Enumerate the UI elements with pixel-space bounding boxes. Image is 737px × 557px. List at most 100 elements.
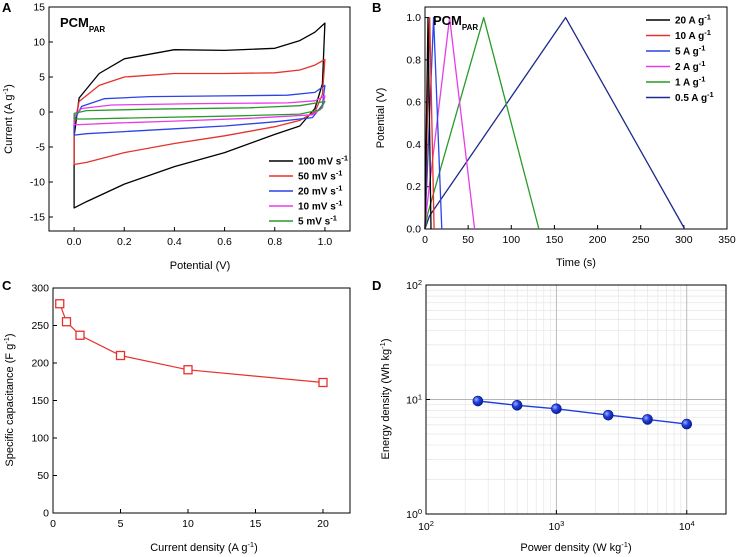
cv-curve	[73, 58, 326, 166]
energy-power-line	[477, 400, 687, 425]
data-point-marker	[472, 395, 484, 407]
y-tick-label: 0.4	[406, 139, 421, 151]
data-point-marker	[602, 409, 614, 421]
y-tick-label: 0.8	[406, 54, 421, 66]
axis-ticks-d: 102 103 104 100 101 102	[406, 278, 695, 534]
y-axis-label-a: Current (A g-1)	[1, 84, 16, 154]
data-point-marker	[511, 399, 523, 411]
data-point-marker	[55, 299, 65, 309]
data-point-marker	[318, 377, 328, 388]
gcd-curve	[424, 16, 540, 230]
chart-title-b: PCMPAR	[433, 13, 478, 32]
x-tick-label: 50	[462, 234, 474, 246]
x-tick-label: 10	[182, 518, 194, 530]
series-group-c	[55, 299, 328, 388]
y-tick-label: 50	[37, 470, 49, 482]
series-group-a	[73, 22, 326, 209]
cv-curve	[73, 22, 326, 209]
gcd-curve	[424, 16, 432, 230]
plot-frame-c	[52, 287, 351, 514]
legend-entry: 100 mV s-1	[298, 153, 348, 168]
panel-d-ragone-chart: 102 103 104 100 101 102 Power density (W kg-1…	[378, 278, 727, 555]
y-tick-label: -10	[30, 177, 45, 189]
cv-curve	[73, 95, 326, 126]
x-tick-label: 0.2	[117, 236, 132, 248]
y-tick-label: 250	[31, 320, 49, 332]
y-tick-label: 0	[39, 107, 45, 119]
panel-label-c: C	[2, 278, 12, 293]
plot-frame-b	[424, 6, 728, 230]
series-group-d	[472, 395, 693, 430]
x-tick-label: 104	[679, 519, 695, 534]
legend-entry: 20 mV s-1	[298, 183, 342, 198]
y-tick-label: 10	[33, 37, 45, 49]
x-tick-label: 5	[118, 518, 124, 530]
legend-entry: 0.5 A g-1	[675, 90, 714, 105]
y-tick-label: 101	[406, 392, 422, 407]
x-tick-label: 102	[418, 519, 434, 534]
y-axis-label-c: Specific capacitance (F g-1)	[2, 333, 17, 466]
x-axis-label-d: Power density (W kg-1)	[520, 540, 631, 555]
x-axis-label-b: Time (s)	[556, 257, 596, 269]
chart-title-a: PCMPAR	[60, 15, 105, 34]
x-tick-label: 1.0	[318, 236, 333, 248]
legend-a: 100 mV s-150 mV s-120 mV s-110 mV s-15 m…	[269, 153, 348, 228]
y-tick-label: 0	[43, 508, 49, 520]
x-tick-label: 100	[503, 234, 521, 246]
y-tick-label: 0.2	[406, 181, 421, 193]
x-tick-label: 350	[718, 234, 736, 246]
data-point-marker	[75, 330, 85, 340]
legend-entry: 10 A g-1	[675, 28, 711, 43]
y-tick-label: 5	[39, 72, 45, 84]
cv-curve	[73, 100, 326, 120]
y-tick-label: 15	[33, 2, 45, 14]
x-tick-label: 0.6	[217, 236, 232, 248]
y-axis-label-b: Potential (V)	[375, 88, 387, 149]
legend-entry: 10 mV s-1	[298, 198, 342, 213]
y-tick-label: -5	[36, 142, 45, 154]
y-tick-label: 150	[31, 395, 49, 407]
legend-entry: 5 A g-1	[675, 43, 705, 58]
x-tick-label: 15	[250, 518, 262, 530]
x-tick-label: 0	[422, 234, 428, 246]
data-point-marker	[115, 350, 126, 361]
data-point-marker	[681, 418, 693, 430]
data-point-marker	[183, 365, 193, 375]
legend-entry: 2 A g-1	[675, 59, 705, 74]
x-tick-label: 150	[546, 234, 564, 246]
y-tick-label: 102	[406, 278, 422, 293]
data-point-marker	[642, 414, 653, 425]
panel-label-d: D	[372, 278, 381, 293]
x-tick-label: 200	[589, 234, 607, 246]
panel-label-a: A	[2, 0, 12, 15]
x-tick-label: 103	[548, 519, 564, 534]
gcd-curve	[424, 16, 686, 230]
legend-b: 20 A g-110 A g-15 A g-12 A g-11 A g-10.5…	[646, 12, 714, 104]
x-axis-label-a: Potential (V)	[170, 260, 231, 272]
axis-ticks-b: 0 50 100 150 200 250 300 350 0.0 0.2 0.4 0.6 0.8 1.0	[406, 12, 736, 246]
x-tick-label: 0.4	[167, 236, 182, 248]
y-tick-label: 300	[31, 283, 49, 295]
y-tick-label: -15	[30, 212, 45, 224]
x-axis-label-c: Current density (A g-1)	[150, 540, 258, 555]
y-tick-label: 100	[31, 433, 49, 445]
legend-entry: 5 mV s-1	[298, 213, 337, 228]
x-tick-label: 300	[675, 234, 693, 246]
y-tick-label: 200	[31, 358, 49, 370]
x-tick-label: 250	[632, 234, 650, 246]
panel-label-b: B	[372, 0, 381, 15]
x-tick-label: 0	[50, 518, 56, 530]
plot-frame-a	[48, 6, 351, 232]
legend-entry: 50 mV s-1	[298, 168, 342, 183]
series-group-b	[424, 16, 686, 230]
y-tick-label: 0.0	[406, 224, 421, 236]
legend-entry: 1 A g-1	[675, 74, 705, 89]
panel-b-gcd-chart: 0 50 100 150 200 250 300 3500.00.20.40.60.81.0 …	[375, 6, 736, 269]
x-tick-label: 0.8	[267, 236, 282, 248]
x-tick-label: 0.0	[67, 236, 82, 248]
x-tick-label: 20	[317, 518, 329, 530]
axis-ticks-a: 0.0 0.2 0.4 0.6 0.8 1.0 -15 -10 -5 0 5 10 15	[30, 2, 333, 249]
